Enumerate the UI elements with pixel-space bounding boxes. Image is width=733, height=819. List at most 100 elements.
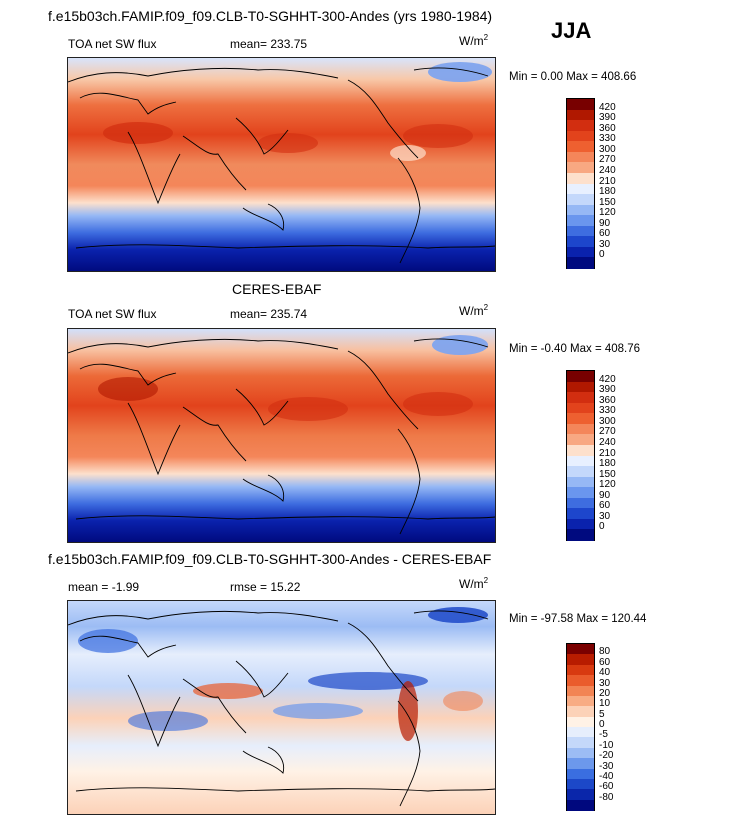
model-map-features xyxy=(103,62,492,161)
model-panel-title: f.e15b03ch.FAMIP.f09_f09.CLB-T0-SGHHT-30… xyxy=(48,8,493,24)
colorbar-tick-label: 360 xyxy=(599,394,616,406)
diff-mean-label: mean = -1.99 xyxy=(68,580,140,594)
colorbar-cell xyxy=(567,654,594,666)
colorbar-tick-label: 300 xyxy=(599,143,616,155)
model-coastlines xyxy=(68,67,495,264)
colorbar-tick-label: 330 xyxy=(599,133,616,145)
colorbar-tick-label: 120 xyxy=(599,207,616,219)
model-map-field xyxy=(68,58,495,271)
colorbar-tick-label: 180 xyxy=(599,458,616,470)
obs-panel-title: CERES-EBAF xyxy=(232,281,322,297)
colorbar-cell xyxy=(567,695,594,707)
obs-mean-label: mean= 235.74 xyxy=(230,307,308,321)
colorbar-cell xyxy=(567,675,594,686)
obs-units-label: W/m2 xyxy=(459,303,489,318)
obs-map xyxy=(67,328,496,543)
colorbar-tick-label: 0 xyxy=(599,521,605,533)
colorbar-tick-label: 240 xyxy=(599,436,616,448)
colorbar-tick-label: -60 xyxy=(599,781,614,793)
obs-map-features xyxy=(98,335,488,421)
colorbar-tick-label: 330 xyxy=(599,405,616,417)
colorbar-cell xyxy=(567,402,594,414)
colorbar-cell xyxy=(567,392,594,404)
colorbar-tick-label: 180 xyxy=(599,186,616,198)
diff-minmax-label: Min = -97.58 Max = 120.44 xyxy=(509,613,647,625)
colorbar-cell xyxy=(567,476,594,488)
colorbar-tick-label: 420 xyxy=(599,101,616,113)
colorbar-tick-label: 60 xyxy=(599,656,611,668)
diff-map-features xyxy=(78,607,488,741)
obs-minmax-label: Min = -0.40 Max = 408.76 xyxy=(509,343,641,355)
colorbar-cell xyxy=(567,413,594,425)
colorbar-tick-label: 90 xyxy=(599,217,611,229)
colorbar-cell xyxy=(567,109,594,121)
model-variable-label: TOA net SW flux xyxy=(68,37,157,51)
colorbar-tick-label: 390 xyxy=(599,384,616,396)
colorbar-cell xyxy=(567,727,594,738)
model-units-label: W/m2 xyxy=(459,33,489,48)
diff-map xyxy=(67,600,496,815)
colorbar-cell xyxy=(567,444,594,456)
colorbar-tick-label: -80 xyxy=(599,791,614,803)
colorbar-tick-label: 0 xyxy=(599,249,605,261)
colorbar-tick-label: -5 xyxy=(599,729,608,741)
colorbar-cell xyxy=(567,529,594,541)
colorbar-tick-label: 90 xyxy=(599,489,611,501)
season-label: JJA xyxy=(551,18,592,43)
colorbar-cell xyxy=(567,758,594,769)
colorbar-tick-label: 240 xyxy=(599,164,616,176)
colorbar-tick-label: -30 xyxy=(599,760,614,772)
colorbar-cell xyxy=(567,423,594,435)
colorbar-tick-label: -10 xyxy=(599,739,614,751)
colorbar-cell xyxy=(567,799,594,811)
colorbar-cell xyxy=(567,664,594,676)
colorbar-tick-label: 420 xyxy=(599,373,616,385)
colorbar-tick-label: 210 xyxy=(599,175,616,187)
colorbar-tick-label: 270 xyxy=(599,154,616,166)
colorbar-cell xyxy=(567,434,594,446)
colorbar-cell xyxy=(567,685,594,697)
colorbar-tick-label: 150 xyxy=(599,468,616,480)
colorbar-tick-label: -40 xyxy=(599,770,614,782)
colorbar-cell xyxy=(567,371,594,383)
diff-coastlines xyxy=(68,610,495,807)
obs-coastlines xyxy=(68,338,495,535)
colorbar-tick-label: 210 xyxy=(599,447,616,459)
colorbar-cell xyxy=(567,183,594,195)
colorbar-tick-label: 20 xyxy=(599,687,611,699)
colorbar-cell xyxy=(567,789,594,801)
colorbar-cell xyxy=(567,141,594,153)
colorbar-cell xyxy=(567,246,594,258)
colorbar-cell xyxy=(567,194,594,206)
colorbar-tick-label: 10 xyxy=(599,698,611,710)
colorbar-cell xyxy=(567,381,594,393)
obs-map-field xyxy=(68,329,495,542)
colorbar-cell xyxy=(567,487,594,499)
colorbar-cell xyxy=(567,706,594,718)
colorbar-cell xyxy=(567,151,594,163)
colorbar-tick-label: 30 xyxy=(599,510,611,522)
colorbar-cell xyxy=(567,508,594,520)
diff-map-field xyxy=(68,601,495,814)
obs-colorbar xyxy=(566,370,595,541)
colorbar-cell xyxy=(567,215,594,227)
model-map xyxy=(67,57,496,272)
colorbar-tick-label: 30 xyxy=(599,677,611,689)
colorbar-tick-label: 150 xyxy=(599,196,616,208)
colorbar-tick-label: 40 xyxy=(599,667,611,679)
colorbar-tick-label: 0 xyxy=(599,719,605,730)
diff-colorbar xyxy=(566,643,595,811)
colorbar-tick-label: 30 xyxy=(599,238,611,250)
colorbar-tick-label: 120 xyxy=(599,479,616,491)
colorbar-cell xyxy=(567,204,594,216)
model-mean-label: mean= 233.75 xyxy=(230,37,308,51)
colorbar-cell xyxy=(567,466,594,478)
obs-variable-label: TOA net SW flux xyxy=(68,307,157,321)
colorbar-cell xyxy=(567,518,594,530)
colorbar-cell xyxy=(567,768,594,780)
colorbar-cell xyxy=(567,455,594,467)
colorbar-cell xyxy=(567,162,594,174)
colorbar-cell xyxy=(567,747,594,759)
colorbar-tick-label: 270 xyxy=(599,426,616,438)
colorbar-tick-label: 60 xyxy=(599,228,611,240)
